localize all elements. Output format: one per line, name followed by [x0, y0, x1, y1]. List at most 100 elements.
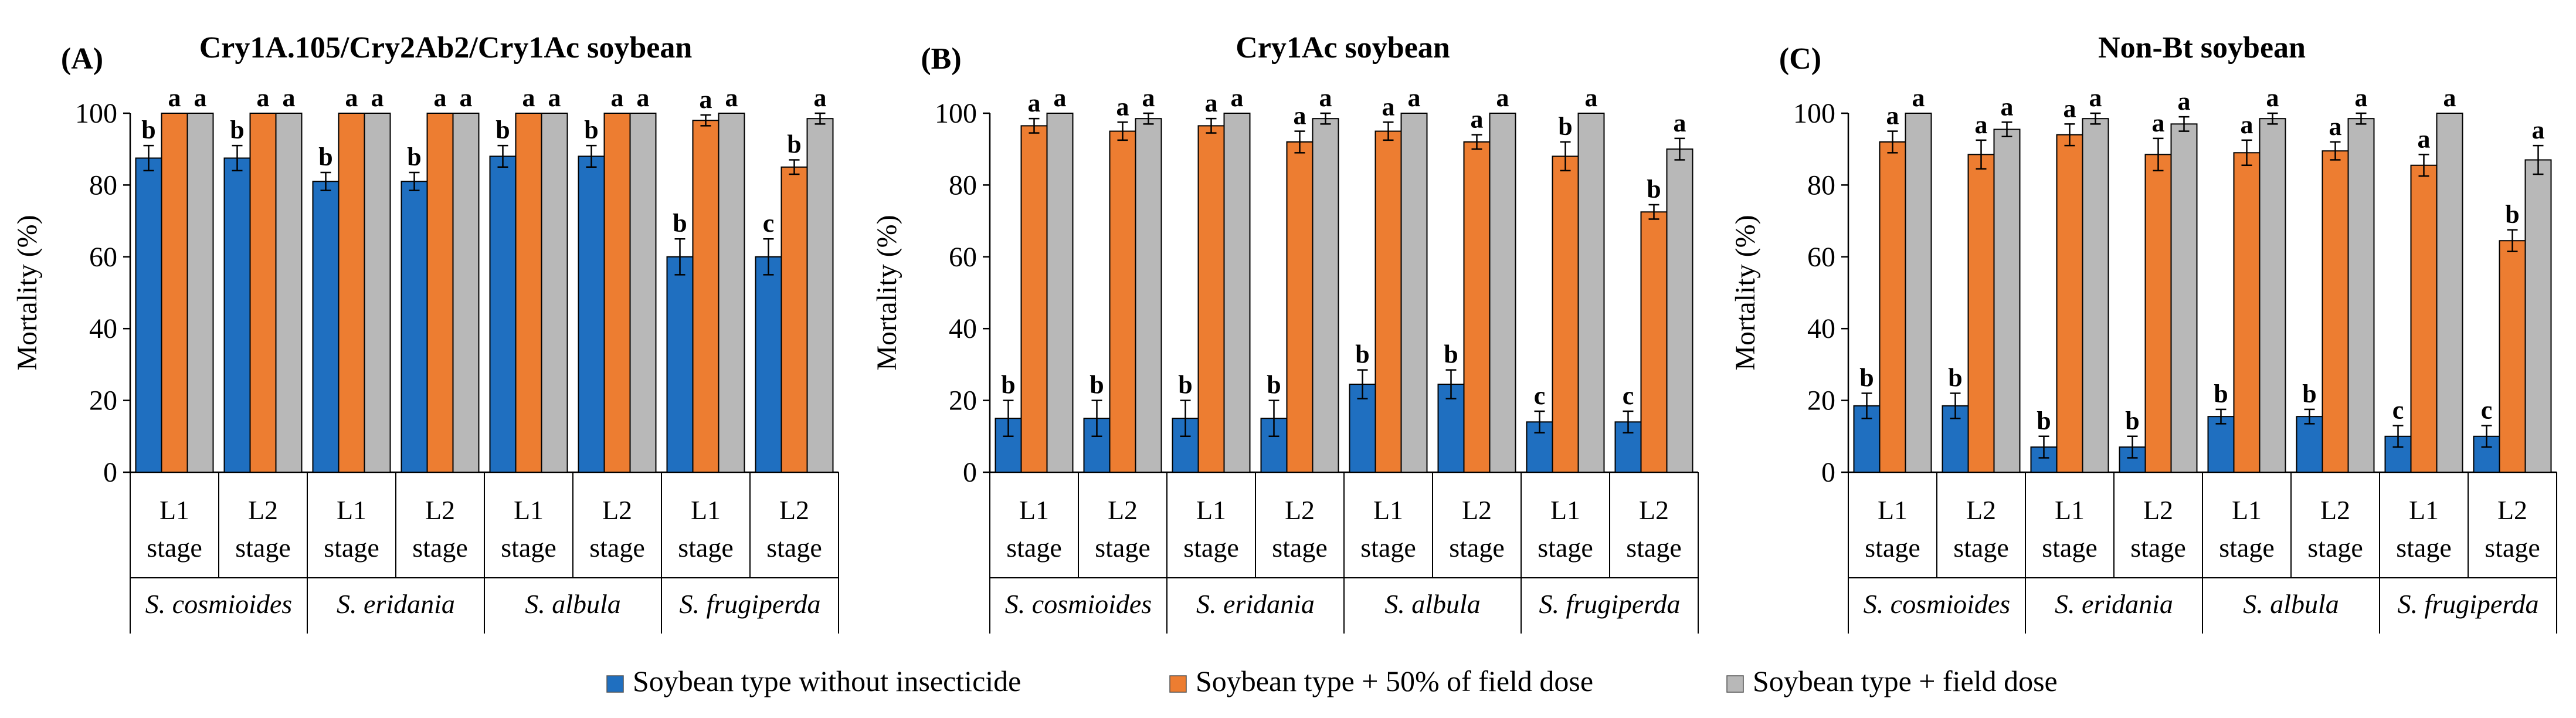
chart-title: Cry1A.105/Cry2Ab2/Cry1Ac soybean — [199, 31, 693, 65]
species-group-label: S. eridania — [337, 589, 455, 619]
species-group-label: S. albula — [1384, 589, 1481, 619]
bar — [2436, 113, 2463, 473]
bar — [806, 118, 834, 473]
x-tick-label: L1 stage — [501, 495, 556, 563]
bar — [1993, 128, 2021, 473]
significance-letter: b — [1355, 340, 1369, 369]
significance-letter: b — [1558, 112, 1572, 141]
significance-letter: c — [1534, 381, 1546, 410]
bar — [1577, 113, 1605, 473]
significance-letter: a — [2089, 83, 2102, 112]
bar — [1223, 113, 1251, 473]
panel-label: (A) — [61, 42, 103, 76]
species-group-label: S. cosmioides — [1005, 589, 1152, 619]
significance-letter: a — [700, 85, 712, 114]
significance-letter: a — [1408, 83, 1421, 112]
bar — [2056, 134, 2083, 473]
bar — [1640, 211, 1668, 473]
bar — [541, 113, 568, 473]
significance-letter: b — [1267, 371, 1281, 399]
significance-letter: a — [2329, 112, 2342, 141]
significance-letter: a — [1471, 105, 1484, 134]
significance-letter: a — [2001, 92, 2014, 121]
significance-letter: a — [283, 83, 296, 112]
significance-letter: b — [1178, 371, 1192, 399]
x-tick-label: L2 stage — [2485, 495, 2540, 563]
significance-letter: b — [1859, 363, 1874, 392]
significance-letter: a — [1319, 83, 1332, 112]
significance-letter: a — [725, 83, 738, 112]
significance-letter: c — [2481, 395, 2493, 424]
bar — [2322, 150, 2349, 473]
significance-letter: b — [584, 116, 598, 144]
significance-letter: b — [1090, 371, 1104, 399]
significance-letter: a — [637, 83, 650, 112]
y-tick-label: 40 — [949, 313, 977, 344]
significance-letter: a — [257, 83, 270, 112]
significance-letter: b — [1001, 371, 1015, 399]
y-tick-label: 40 — [1807, 313, 1835, 344]
bar — [312, 181, 340, 473]
x-tick-label: L1 stage — [2396, 495, 2452, 563]
significance-letter: a — [1142, 83, 1155, 112]
bar — [692, 120, 719, 473]
bar — [426, 113, 454, 473]
bar — [1197, 125, 1225, 473]
significance-letter: a — [814, 83, 827, 112]
significance-letter: b — [407, 143, 421, 171]
y-axis-label: Mortality (%) — [1730, 215, 1761, 370]
significance-letter: a — [434, 83, 447, 112]
x-tick-label: L1 stage — [678, 495, 734, 563]
bar — [1312, 118, 1339, 473]
significance-letter: b — [673, 209, 687, 238]
significance-letter: b — [787, 130, 801, 159]
significance-letter: a — [522, 83, 535, 112]
bar — [364, 113, 391, 473]
legend-swatch — [1169, 675, 1187, 693]
y-tick-label: 60 — [1807, 242, 1835, 273]
significance-letter: b — [2037, 407, 2051, 435]
bar — [2296, 416, 2323, 473]
x-tick-label: L2 stage — [412, 495, 468, 563]
y-tick-label: 100 — [1793, 98, 1835, 129]
y-tick-label: 80 — [89, 170, 117, 201]
bar — [2259, 118, 2286, 473]
significance-letter: b — [2214, 380, 2228, 408]
y-tick-label: 0 — [103, 457, 117, 488]
significance-letter: b — [2505, 200, 2519, 229]
x-tick-label: L2 stage — [1272, 495, 1328, 563]
species-group-label: S. cosmioides — [145, 589, 292, 619]
panel-label: (B) — [921, 42, 961, 76]
panel-label: (C) — [1779, 42, 1821, 76]
significance-letter: a — [345, 83, 358, 112]
x-tick-label: L2 stage — [235, 495, 291, 563]
bar — [161, 113, 188, 473]
significance-letter: a — [1674, 109, 1686, 137]
y-tick-label: 80 — [1807, 170, 1835, 201]
significance-letter: a — [1231, 83, 1244, 112]
significance-letter: a — [611, 83, 624, 112]
y-tick-label: 60 — [949, 242, 977, 273]
bar — [2082, 118, 2109, 473]
significance-letter: a — [1028, 89, 1041, 117]
bar — [135, 157, 162, 473]
significance-letter: b — [1444, 340, 1458, 369]
species-group-label: S. albula — [525, 589, 621, 619]
x-tick-label: L2 stage — [1953, 495, 2009, 563]
x-tick-label: L2 stage — [2130, 495, 2186, 563]
significance-letter: a — [1585, 83, 1598, 112]
significance-letter: c — [2392, 395, 2404, 424]
significance-letter: a — [371, 83, 384, 112]
x-tick-label: L2 stage — [1095, 495, 1150, 563]
significance-letter: a — [2152, 109, 2165, 137]
y-tick-label: 100 — [75, 98, 117, 129]
legend-label: Soybean type + field dose — [1753, 665, 2058, 697]
x-tick-label: L2 stage — [766, 495, 822, 563]
bar — [2499, 240, 2526, 473]
bar — [2347, 118, 2375, 473]
significance-letter: b — [1647, 175, 1661, 204]
bar — [1020, 125, 1048, 473]
bar — [1666, 148, 1693, 473]
y-axis-label: Mortality (%) — [871, 215, 902, 370]
